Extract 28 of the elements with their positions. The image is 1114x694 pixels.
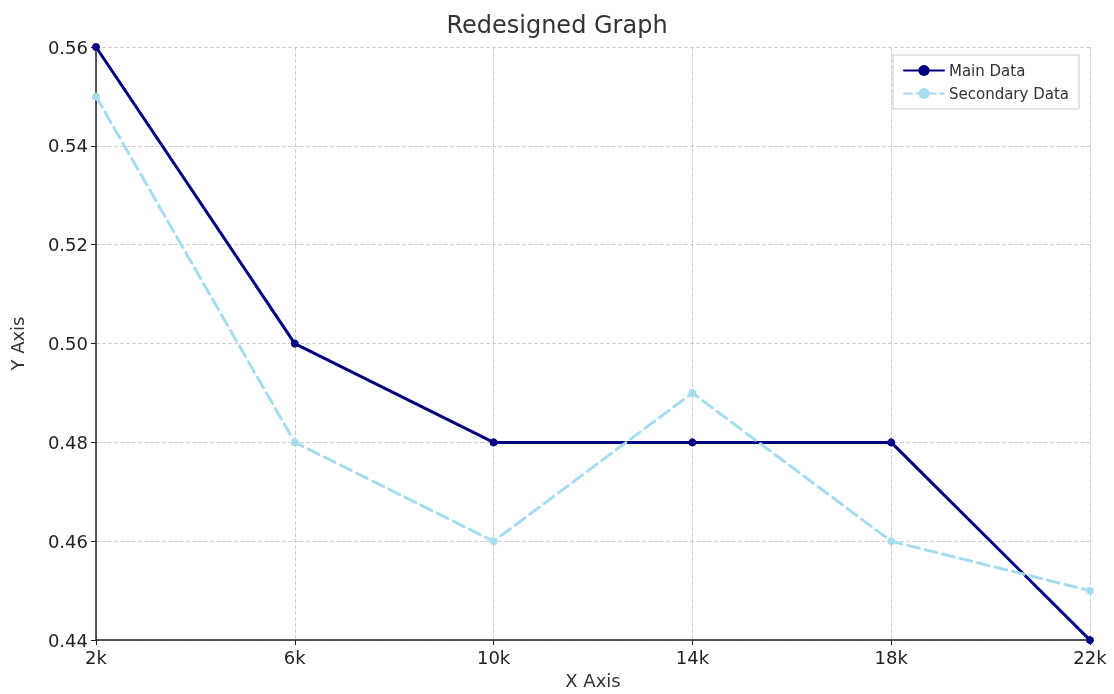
x-tick-label: 6k [283,646,307,668]
point [489,438,498,447]
y-tick-label: 0.44 [47,629,88,651]
y-tick-label: 0.54 [47,135,88,157]
y-tick-label: 0.52 [47,234,88,256]
x-tick-label: 18k [874,646,909,668]
x-tick-label: 22k [1073,646,1108,668]
chart-title: Redesigned Graph [446,11,668,39]
x-axis-title: X Axis [565,669,621,691]
point [290,339,299,348]
x-tick-label: 2k [85,646,108,668]
point [887,537,896,546]
x-tick-label: 10k [476,646,511,668]
point [290,438,299,447]
y-tick-label: 0.50 [47,333,88,355]
y-tick-label: 0.48 [47,431,88,453]
y-tick-label: 0.46 [47,530,88,552]
x-tick-label: 14k [675,646,710,668]
point [489,537,498,546]
y-axis-title: Y Axis [6,316,28,372]
y-tick-label: 0.56 [47,36,88,58]
point [887,438,896,447]
point [688,438,697,447]
legend-label: Main Data [948,61,1026,80]
point [92,92,100,101]
point [688,388,697,397]
legend-label: Secondary Data [948,84,1070,103]
point [1086,586,1094,595]
